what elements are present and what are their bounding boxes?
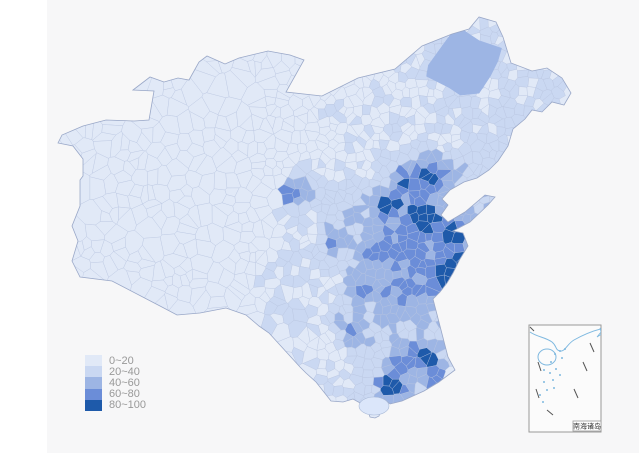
svg-text:南海诸岛: 南海诸岛: [573, 422, 601, 431]
